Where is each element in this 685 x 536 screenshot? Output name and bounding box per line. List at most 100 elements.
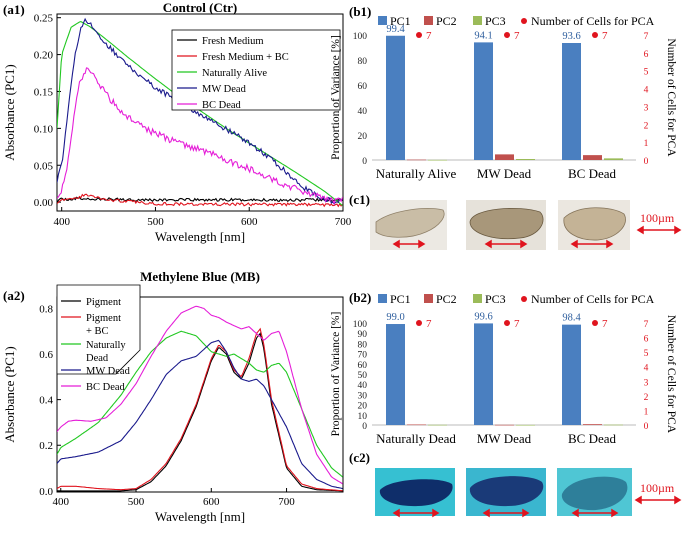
legend-label: Pigment + BC	[86, 313, 121, 337]
scale-arrow	[392, 495, 682, 518]
x-tick-label: 500	[128, 496, 145, 508]
legend-label: PC1	[390, 292, 411, 306]
y-tick-label: 0.20	[34, 50, 54, 62]
y2-tick-label: 2	[644, 121, 649, 131]
legend-label: Naturally Dead	[86, 340, 126, 364]
y-tick-label: 80	[358, 340, 368, 350]
cells-label: 7	[514, 30, 520, 42]
micrograph-row-c2: 100µm	[375, 468, 682, 518]
series-line-bc-dead	[57, 305, 343, 485]
cell-shape	[375, 208, 445, 238]
legend-label: PC3	[485, 292, 506, 306]
y2-tick-label: 0	[644, 157, 649, 167]
bar-pc1	[386, 324, 405, 425]
bar-pc1	[562, 43, 581, 160]
y-tick-label: 20	[358, 402, 368, 412]
cells-label: 7	[426, 318, 432, 330]
category-label: MW Dead	[477, 166, 532, 181]
series-line-mw-dead	[57, 339, 343, 490]
bar-pc1	[562, 324, 581, 425]
panel-label-c1: (c1)	[349, 192, 370, 207]
x-tick-label: 400	[53, 216, 70, 228]
legend-label: BC Dead	[202, 100, 242, 111]
y-tick-label: 20	[358, 132, 368, 142]
y2-axis-label: Number of Cells for PCA	[665, 38, 677, 157]
series-line-fresh-medium-bc	[57, 193, 343, 208]
bar-pc3	[428, 424, 447, 426]
legend-label: PC1	[390, 14, 411, 28]
y2-tick-label: 2	[644, 393, 649, 403]
bar-pc2	[407, 424, 426, 426]
y-tick-label: 0.6	[39, 349, 53, 361]
y2-tick-label: 4	[644, 364, 649, 374]
x-tick-label: 500	[147, 216, 164, 228]
y-tick-label: 0	[362, 422, 367, 432]
chart-b1: PC1 PC2 PC3 Number of Cells for PCA Proporti…	[330, 14, 677, 181]
y-tick-label: 0.10	[34, 123, 54, 135]
legend-label: MW Dead	[86, 366, 131, 377]
cells-marker	[504, 320, 510, 326]
cells-marker	[504, 32, 510, 38]
series-line-fresh-medium	[57, 196, 343, 204]
legend-label: PC3	[485, 14, 506, 28]
cells-label: 7	[426, 30, 432, 42]
y2-tick-label: 4	[644, 86, 649, 96]
series-line-pigment	[57, 332, 343, 492]
cells-label: 7	[602, 318, 608, 330]
series-line-mw-dead	[57, 17, 343, 205]
chart-title: Methylene Blue (MB)	[140, 269, 260, 284]
x-tick-label: 700	[278, 496, 295, 508]
legend-label: Number of Cells for PCA	[531, 14, 655, 28]
panel-label-a1: (a1)	[3, 2, 25, 17]
legend-label: MW Dead	[202, 84, 247, 95]
cell-shape	[469, 208, 544, 240]
y-tick-label: 0	[362, 157, 367, 167]
chart-b2: PC1 PC2 PC3 Number of Cells for PCA Proporti…	[330, 292, 677, 446]
data-label-pc1: 93.6	[562, 31, 580, 42]
bar-pc2	[495, 424, 514, 426]
legend-label: Naturally Alive	[202, 68, 267, 79]
legend-label: Fresh Medium	[202, 36, 264, 47]
x-axis-label: Wavelength [nm]	[155, 229, 245, 244]
legend-swatch-pc1	[378, 16, 387, 25]
y-axis-label: Absorbance (PC1)	[2, 346, 17, 442]
data-label-pc1: 98.4	[562, 313, 581, 324]
y-axis-label: Proportion of Variance [%]	[330, 35, 342, 160]
y-tick-label: 100	[353, 320, 368, 330]
y-tick-label: 0.4	[39, 395, 53, 407]
cells-marker	[416, 32, 422, 38]
scale-bar-label: 100µm	[640, 211, 675, 225]
chart-title: Control (Ctr)	[163, 0, 238, 15]
cell-shape	[563, 207, 626, 241]
cells-marker	[592, 320, 598, 326]
series-line-pigment-bc	[57, 327, 343, 492]
cell-shape	[379, 479, 453, 507]
data-label-pc1: 99.4	[386, 24, 405, 35]
y2-tick-label: 7	[644, 320, 649, 330]
x-tick-label: 600	[203, 496, 220, 508]
y-tick-label: 40	[358, 381, 368, 391]
category-label: MW Dead	[477, 431, 532, 446]
cells-marker	[416, 320, 422, 326]
y-axis-label: Proportion of Variance [%]	[330, 312, 342, 437]
data-label-pc1: 99.6	[474, 311, 492, 322]
bar-pc1	[386, 35, 405, 160]
y-tick-label: 0.00	[34, 197, 54, 209]
legend-label: PC2	[436, 14, 457, 28]
legend-swatch-pc2	[424, 294, 433, 303]
legend-label: PC2	[436, 292, 457, 306]
y2-tick-label: 5	[644, 349, 649, 359]
y2-tick-label: 6	[644, 50, 649, 60]
y-tick-label: 70	[358, 351, 368, 361]
scale-arrow	[392, 225, 682, 249]
y-tick-label: 0.0	[39, 486, 53, 498]
legend-box	[171, 29, 341, 111]
bar-pc3	[428, 159, 447, 161]
x-axis-label: Wavelength [nm]	[155, 509, 245, 524]
y2-tick-label: 1	[644, 139, 649, 149]
series-line-naturally-dead	[57, 330, 343, 478]
x-tick-label: 400	[53, 496, 70, 508]
bar-pc2	[495, 154, 514, 160]
y-tick-label: 80	[358, 57, 368, 67]
